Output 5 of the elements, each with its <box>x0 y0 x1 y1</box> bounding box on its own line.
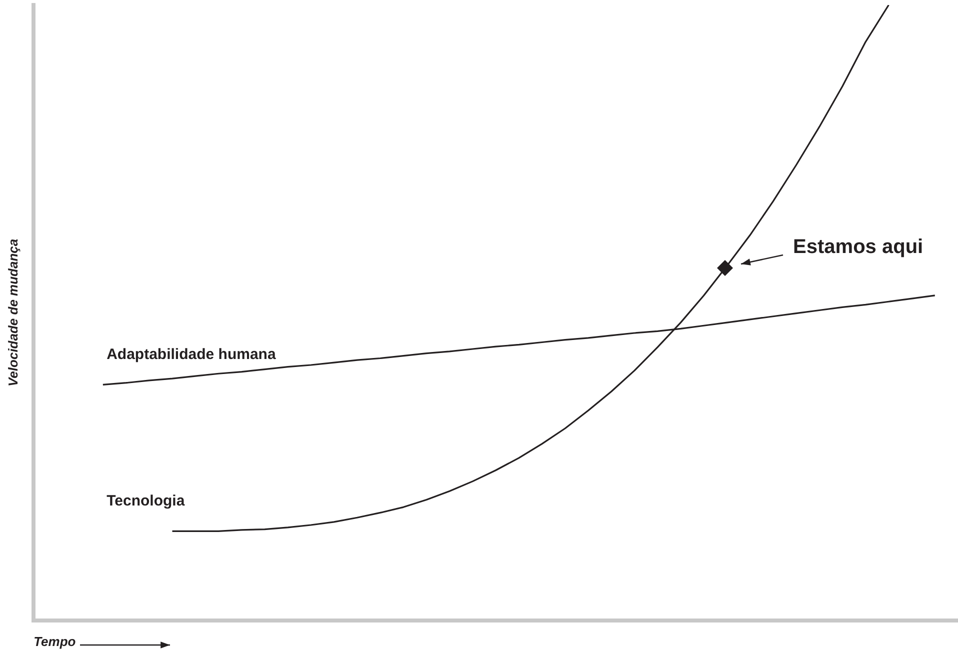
x-axis-title: Tempo <box>34 634 76 649</box>
series-label: Tecnologia <box>106 492 186 510</box>
series-label: Adaptabilidade humana <box>106 346 276 363</box>
annotation: Estamos aqui <box>793 236 924 258</box>
y-axis-title: Velocidade de mudança <box>5 238 20 387</box>
